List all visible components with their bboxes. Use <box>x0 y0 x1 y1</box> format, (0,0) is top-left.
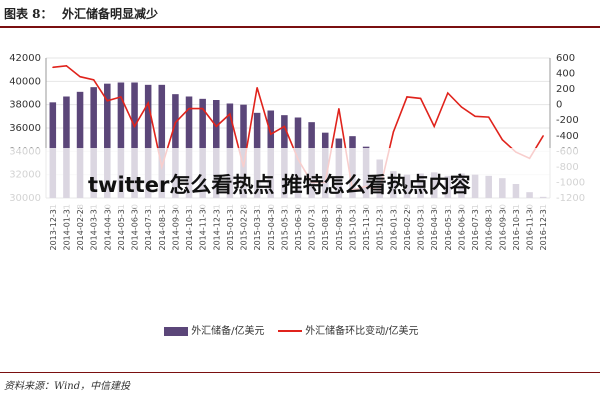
bar <box>63 96 70 198</box>
x-tick-label: 2013-12-31 <box>49 204 58 251</box>
line-point <box>93 79 95 81</box>
legend-line-swatch <box>278 330 302 332</box>
line-point <box>174 121 177 124</box>
line-point <box>133 125 136 128</box>
figure-title: 外汇储备明显减少 <box>62 7 159 21</box>
x-tick-label: 2014-06-30 <box>131 204 140 251</box>
y-left-tick-label: 40000 <box>9 76 41 87</box>
line-point <box>65 65 68 67</box>
x-tick-label: 2015-01-31 <box>226 204 235 251</box>
line-point <box>447 92 449 94</box>
line-point <box>120 96 122 98</box>
line-point <box>106 100 108 102</box>
x-tick-label: 2014-11-30 <box>199 204 208 251</box>
x-tick-label: 2015-04-30 <box>267 204 276 251</box>
line-point <box>488 116 490 118</box>
y-right-tick-label: 200 <box>556 84 575 95</box>
line-point <box>202 107 204 110</box>
bar <box>90 87 97 198</box>
line-point <box>406 96 408 98</box>
line-point <box>474 115 476 117</box>
y-right-tick-label: 600 <box>556 53 575 64</box>
x-tick-label: 2016-12-31 <box>539 204 548 251</box>
y-right-tick-label: -200 <box>556 115 579 126</box>
line-point <box>392 131 394 133</box>
line-point <box>256 86 258 89</box>
x-tick-label: 2014-01-31 <box>62 204 71 251</box>
x-tick-label: 2016-06-30 <box>457 204 466 251</box>
footer-rule <box>0 372 600 373</box>
figure-number: 图表 8： <box>4 7 53 21</box>
legend-line: 外汇储备环比变动/亿美元 <box>278 322 419 337</box>
x-tick-label: 2015-11-30 <box>362 204 371 251</box>
x-tick-label: 2016-02-29 <box>403 204 412 251</box>
line-point <box>460 106 463 108</box>
x-tick-label: 2014-03-31 <box>90 204 99 251</box>
x-tick-label: 2014-05-31 <box>117 204 126 251</box>
legend-line-label: 外汇储备环比变动/亿美元 <box>305 326 419 337</box>
line-point <box>270 133 272 135</box>
x-tick-label: 2015-03-31 <box>253 204 262 251</box>
x-tick-label: 2015-10-31 <box>348 204 357 251</box>
bar <box>158 84 166 198</box>
line-point <box>419 97 422 100</box>
x-tick-label: 2015-09-30 <box>335 204 344 251</box>
line-point <box>79 76 81 78</box>
x-tick-label: 2016-07-31 <box>471 204 480 251</box>
x-tick-label: 2016-03-31 <box>417 204 426 251</box>
y-left-tick-label: 38000 <box>9 100 41 111</box>
x-tick-label: 2016-09-30 <box>498 204 507 251</box>
line-point <box>215 125 217 128</box>
overlay-title: twitter怎么看热点 推特怎么看热点内容 <box>88 173 471 197</box>
line-point <box>229 113 231 115</box>
y-left-tick-label: 42000 <box>9 53 41 64</box>
x-tick-label: 2014-10-31 <box>185 204 194 251</box>
x-tick-label: 2015-05-31 <box>280 204 289 251</box>
y-left-tick-label: 36000 <box>9 123 41 134</box>
line-point <box>283 125 285 128</box>
bar <box>104 83 111 198</box>
bar <box>76 91 84 198</box>
line-point <box>542 135 544 137</box>
x-tick-label: 2015-12-31 <box>376 204 385 251</box>
x-tick-label: 2016-05-31 <box>444 204 453 251</box>
bar <box>172 94 179 198</box>
x-tick-label: 2015-07-31 <box>308 204 317 251</box>
bar <box>185 96 193 198</box>
bar <box>117 82 125 198</box>
overlay-band <box>0 148 600 208</box>
x-tick-label: 2016-01-31 <box>389 204 398 251</box>
x-tick-label: 2014-08-31 <box>158 204 167 251</box>
x-tick-label: 2014-09-30 <box>171 204 180 251</box>
x-tick-label: 2014-07-31 <box>144 204 153 251</box>
y-right-tick-label: 0 <box>556 100 562 111</box>
line-point <box>188 107 190 110</box>
x-tick-label: 2014-12-31 <box>212 204 221 251</box>
x-tick-label: 2016-08-31 <box>485 204 494 251</box>
line-point <box>338 107 340 110</box>
x-tick-label: 2016-04-30 <box>430 204 439 251</box>
x-tick-label: 2016-11-30 <box>526 204 535 251</box>
x-tick-label: 2015-06-30 <box>294 204 303 251</box>
y-right-tick-label: 400 <box>556 69 575 80</box>
legend-bar-swatch <box>164 326 188 336</box>
line-point <box>501 139 503 141</box>
figure-header: 图表 8： 外汇储备明显减少 <box>0 0 600 28</box>
source-note: 资料来源：Wind，中信建投 <box>4 381 131 392</box>
line-point <box>147 102 149 104</box>
x-tick-label: 2016-10-31 <box>512 204 521 251</box>
line-point <box>433 125 435 128</box>
y-right-tick-label: -400 <box>556 131 579 142</box>
bar <box>144 84 152 198</box>
bar <box>131 82 138 198</box>
x-tick-label: 2014-04-30 <box>103 204 112 251</box>
x-tick-label: 2014-02-28 <box>76 204 85 251</box>
x-tick-label: 2015-08-31 <box>321 204 330 251</box>
legend-bar-label: 外汇储备/亿美元 <box>191 326 265 337</box>
x-tick-label: 2015-02-28 <box>240 204 249 251</box>
legend-bar: 外汇储备/亿美元 <box>164 322 265 337</box>
line-point <box>52 66 54 68</box>
